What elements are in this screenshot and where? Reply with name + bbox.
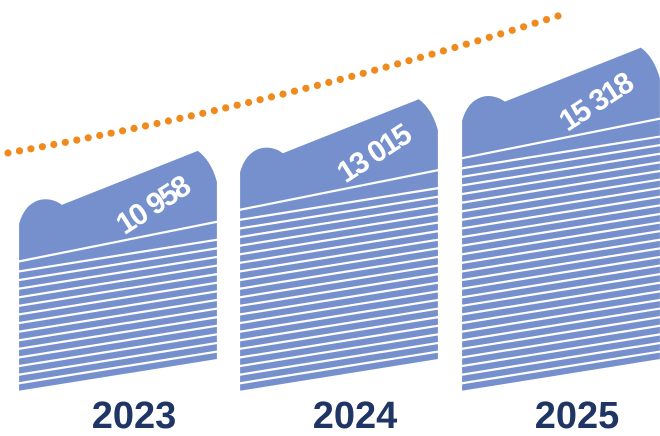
trend-dot	[107, 129, 115, 137]
trend-dot	[96, 131, 104, 140]
paper-stack-2024	[237, 96, 441, 394]
trend-dot	[15, 147, 24, 155]
trend-dot	[84, 134, 92, 142]
trend-dot	[61, 138, 69, 146]
paper-stack-2023	[16, 148, 220, 394]
year-label-2024: 2024	[313, 395, 398, 436]
trend-dot	[176, 114, 184, 122]
trend-dot	[187, 112, 195, 120]
trend-dot	[336, 75, 344, 83]
trend-dot	[290, 87, 299, 95]
trend-dot	[50, 140, 58, 149]
trend-dot	[416, 53, 425, 62]
trend-dot	[382, 63, 390, 71]
paper-top-sheet	[459, 45, 660, 160]
trend-dot	[542, 16, 551, 24]
trend-dot	[451, 43, 459, 52]
trend-dot	[485, 33, 493, 41]
paper-stack-2025	[459, 45, 660, 394]
trend-dotted-line	[4, 12, 562, 157]
trend-dot	[508, 26, 516, 34]
trend-dot	[222, 104, 230, 112]
trend-dot	[279, 90, 287, 98]
trend-dot	[130, 124, 138, 132]
trend-dot	[520, 23, 528, 31]
trend-dot	[348, 72, 356, 80]
trend-dot	[164, 117, 172, 125]
trend-dot	[371, 66, 379, 74]
paper-stacks	[16, 45, 660, 394]
trend-dot	[531, 19, 539, 27]
trend-dot	[210, 107, 218, 115]
trend-dot	[325, 78, 333, 86]
trend-dot	[405, 57, 413, 65]
trend-dot	[267, 93, 276, 101]
trend-dot	[73, 136, 81, 144]
trend-dot	[554, 12, 562, 20]
trend-dot	[38, 143, 47, 151]
trend-dot	[256, 96, 264, 104]
paper-top-sheet	[16, 148, 220, 263]
trend-dot	[141, 122, 150, 130]
trend-dot	[394, 60, 402, 68]
trend-dot	[474, 37, 482, 45]
trend-dot	[153, 119, 161, 128]
trend-dot	[302, 84, 310, 92]
trend-dot	[462, 40, 470, 48]
trend-dot	[359, 69, 367, 77]
trend-dot	[119, 127, 127, 135]
trend-dot	[199, 109, 207, 117]
paper-top-sheet	[237, 96, 441, 212]
trend-dot	[27, 145, 35, 153]
year-label-2023: 2023	[92, 395, 177, 436]
trend-dot	[233, 101, 241, 109]
trend-dot	[245, 98, 253, 107]
year-label-2025: 2025	[535, 395, 620, 436]
trend-dot	[428, 50, 436, 58]
trend-dot	[4, 149, 12, 157]
trend-dot	[497, 30, 505, 38]
trend-dot	[313, 81, 321, 89]
trend-dot	[439, 47, 447, 55]
